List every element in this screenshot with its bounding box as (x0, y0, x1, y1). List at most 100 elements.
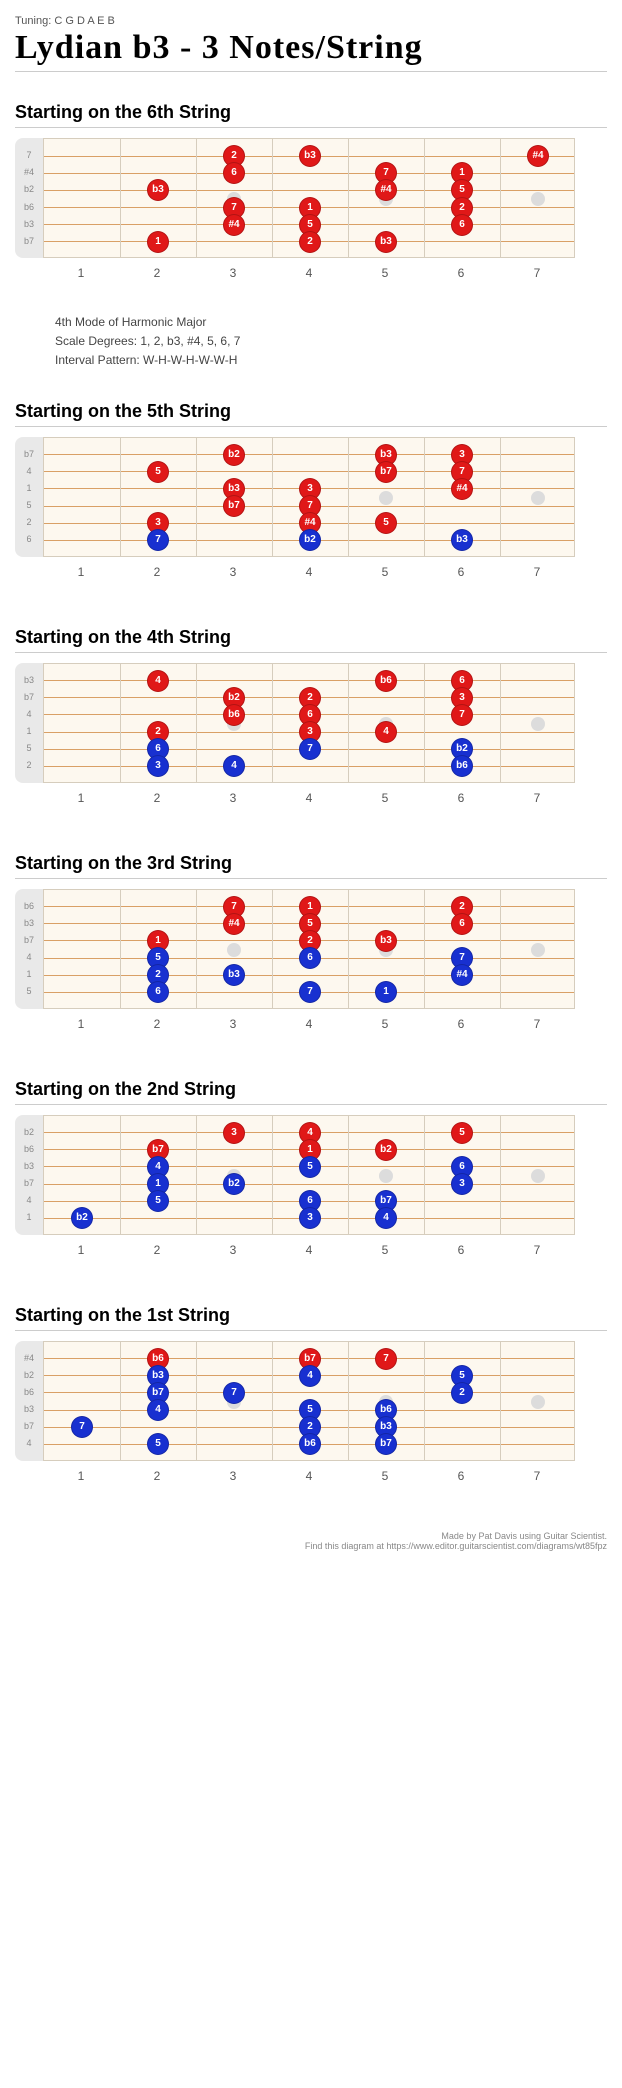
fret-number: 3 (230, 1243, 237, 1257)
fretboard: b741526b2b335b77b33#4b773#457b2b31234567 (15, 437, 575, 597)
fret-number: 5 (382, 565, 389, 579)
note-dot: 7 (147, 529, 169, 551)
note-dot: b3 (375, 231, 397, 253)
string-label: b3 (15, 918, 43, 928)
fret-inlay (379, 1169, 393, 1183)
fret-number: 6 (458, 1243, 465, 1257)
fret-inlay (531, 192, 545, 206)
section-title: Starting on the 1st String (15, 1305, 607, 1326)
nut-labels: #4b2b6b3b74 (15, 1341, 43, 1461)
note-dot: 4 (299, 1365, 321, 1387)
string-label: b2 (15, 1370, 43, 1380)
fret-number: 7 (534, 1469, 541, 1483)
diagram-block: Starting on the 3rd Stringb6b3b7415712#4… (15, 853, 607, 1049)
string-label: b6 (15, 1144, 43, 1154)
note-dot: #4 (451, 964, 473, 986)
board: 345b71b24561b2356b7b234 (43, 1115, 575, 1235)
note-dot: b7 (375, 1433, 397, 1455)
section-title: Starting on the 3rd String (15, 853, 607, 874)
fret-number: 3 (230, 1017, 237, 1031)
fret-inlay (531, 1395, 545, 1409)
note-dot: 5 (451, 1122, 473, 1144)
fret-inlay (531, 491, 545, 505)
section-divider (15, 1330, 607, 1331)
string-label: b2 (15, 184, 43, 194)
nut-labels: b6b3b7415 (15, 889, 43, 1009)
fret-number: 2 (154, 1017, 161, 1031)
note-dot: 4 (147, 1399, 169, 1421)
string-label: 1 (15, 1212, 43, 1222)
fret-number: 6 (458, 565, 465, 579)
string-label: 2 (15, 517, 43, 527)
board: b6b77b345b77245b672b35b6b7 (43, 1341, 575, 1461)
section-divider (15, 127, 607, 128)
string-label: 5 (15, 500, 43, 510)
note-dot: 6 (223, 162, 245, 184)
note-dot: 4 (223, 755, 245, 777)
tuning-text: Tuning: C G D A E B (15, 15, 607, 27)
fret-number: 4 (306, 1243, 313, 1257)
string-label: 5 (15, 986, 43, 996)
fret-number: 1 (78, 266, 85, 280)
string-label: #4 (15, 1353, 43, 1363)
fret-number: 2 (154, 791, 161, 805)
string-label: #4 (15, 167, 43, 177)
fret-number: 4 (306, 266, 313, 280)
fret-number: 7 (534, 565, 541, 579)
string-label: 4 (15, 709, 43, 719)
note-dot: 6 (299, 947, 321, 969)
diagram-block: Starting on the 5th Stringb741526b2b335b… (15, 401, 607, 597)
note-dot: b2 (71, 1207, 93, 1229)
fret-number: 4 (306, 791, 313, 805)
page-title: Lydian b3 - 3 Notes/String (15, 29, 607, 67)
note-dot: 3 (451, 1173, 473, 1195)
fret-number: 4 (306, 1469, 313, 1483)
fret-number: 6 (458, 1017, 465, 1031)
nut-labels: b741526 (15, 437, 43, 557)
note-dot: b3 (299, 145, 321, 167)
fretboard: b2b6b3b741345b71b24561b2356b7b2341234567 (15, 1115, 575, 1275)
fretboard: #4b2b6b3b74b6b77b345b77245b672b35b6b7123… (15, 1341, 575, 1501)
note-dot: 6 (451, 913, 473, 935)
string-label: 2 (15, 760, 43, 770)
string-label: b6 (15, 202, 43, 212)
note-dot: b3 (451, 529, 473, 551)
string-label: b6 (15, 901, 43, 911)
section-divider (15, 1104, 607, 1105)
note-dot: 5 (147, 461, 169, 483)
diagram-block: Starting on the 2nd Stringb2b6b3b741345b… (15, 1079, 607, 1275)
fret-inlay (227, 943, 241, 957)
note-dot: b2 (299, 529, 321, 551)
fretboard: b6b3b7415712#45612b35672b3#46711234567 (15, 889, 575, 1049)
fret-number: 4 (306, 565, 313, 579)
fret-number: 2 (154, 266, 161, 280)
note-dot: 4 (147, 670, 169, 692)
note-dot: 4 (375, 1207, 397, 1229)
note-dot: 7 (71, 1416, 93, 1438)
fret-number: 1 (78, 1243, 85, 1257)
string-label: b7 (15, 449, 43, 459)
string-label: b7 (15, 692, 43, 702)
fret-number: 6 (458, 791, 465, 805)
string-label: 1 (15, 969, 43, 979)
fret-number: 7 (534, 1243, 541, 1257)
board: b2b335b77b33#4b773#457b2b3 (43, 437, 575, 557)
fret-number: 2 (154, 1469, 161, 1483)
string-label: 5 (15, 743, 43, 753)
fret-number: 1 (78, 565, 85, 579)
note-dot: 5 (147, 1433, 169, 1455)
section-title: Starting on the 4th String (15, 627, 607, 648)
string-label: 6 (15, 534, 43, 544)
note-dot: 4 (375, 721, 397, 743)
footer: Made by Pat Davis using Guitar Scientist… (15, 1531, 607, 1551)
note-dot: 5 (299, 1156, 321, 1178)
note-dot: b3 (223, 964, 245, 986)
section-divider (15, 652, 607, 653)
note-dot: b3 (375, 930, 397, 952)
fret-number: 1 (78, 1017, 85, 1031)
note-dot: b6 (223, 704, 245, 726)
note-dot: 7 (299, 738, 321, 760)
fret-numbers: 1234567 (43, 266, 575, 286)
string-label: b7 (15, 236, 43, 246)
fret-number: 6 (458, 1469, 465, 1483)
